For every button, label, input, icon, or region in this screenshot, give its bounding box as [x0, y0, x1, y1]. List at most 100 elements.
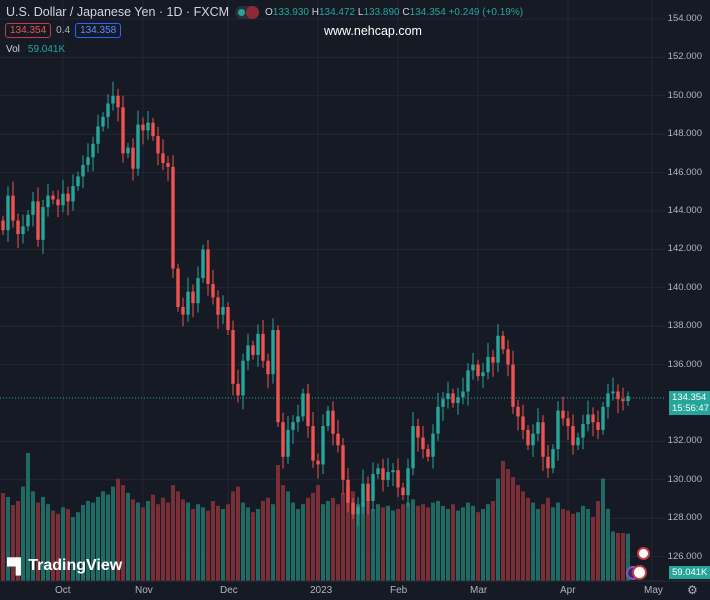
candle-body — [281, 422, 285, 457]
candle-body — [336, 433, 340, 446]
candle-body — [306, 393, 310, 427]
candle-body — [351, 502, 355, 515]
buy-button[interactable]: 134.358 — [75, 23, 122, 38]
volume-bar — [101, 491, 105, 581]
volume-bar — [366, 499, 370, 581]
volume-bar — [296, 509, 300, 581]
symbol-title[interactable]: U.S. Dollar / Japanese Yen · 1D · FXCM — [6, 5, 230, 19]
ohlc-values: O133.930 H134.472 L133.890 C134.354 +0.2… — [265, 6, 524, 18]
volume-bar — [221, 509, 225, 581]
candle-body — [181, 307, 185, 315]
volume-bar — [481, 509, 485, 581]
event-marker-icon[interactable] — [637, 547, 650, 560]
candle-body — [206, 249, 210, 284]
legend-toggle[interactable] — [235, 5, 260, 19]
volume-bar — [36, 502, 40, 581]
volume-bar — [311, 493, 315, 581]
volume-bar — [541, 504, 545, 581]
candle-body — [256, 333, 260, 355]
volume-bar — [571, 513, 575, 581]
candle-body — [581, 424, 585, 438]
settings-gear-icon[interactable]: ⚙ — [687, 583, 698, 597]
volume-bar — [406, 502, 410, 581]
sell-button[interactable]: 134.354 — [5, 23, 52, 38]
volume-bar — [136, 502, 140, 581]
price-tick-label: 136.000 — [667, 358, 702, 370]
volume-bar — [26, 453, 30, 581]
volume-bar — [496, 478, 500, 581]
candle-body — [361, 483, 365, 507]
candle-body — [411, 426, 415, 469]
candle-body — [461, 391, 465, 398]
candle-body — [131, 147, 135, 169]
volume-bar — [331, 497, 335, 581]
volume-bar — [161, 497, 165, 581]
candle-body — [66, 193, 70, 202]
volume-bar — [21, 486, 25, 581]
candle-body — [586, 414, 590, 425]
volume-bar — [31, 491, 35, 581]
candle-body — [516, 406, 520, 417]
candle-body — [76, 176, 80, 187]
candle-body — [441, 399, 445, 407]
volume-bar — [516, 485, 520, 581]
volume-bar — [356, 504, 360, 581]
volume-bar — [486, 504, 490, 581]
candles — [1, 81, 630, 527]
candle-body — [561, 410, 565, 419]
price-tick-label: 126.000 — [667, 550, 702, 562]
time-tick-label: Feb — [390, 585, 408, 596]
volume-bar — [551, 507, 555, 581]
volume-bar — [126, 493, 130, 581]
tradingview-logo[interactable]: ▀▌ TradingView — [7, 557, 123, 575]
volume-bar — [351, 491, 355, 581]
volume-bar — [561, 509, 565, 581]
volume-bar — [381, 507, 385, 581]
candle-body — [176, 268, 180, 307]
price-tick-label: 152.000 — [667, 51, 702, 63]
volume-bar — [476, 512, 480, 581]
candle-body — [156, 136, 160, 154]
volume-bar — [316, 485, 320, 581]
candle-body — [391, 470, 395, 473]
candle-body — [406, 468, 410, 496]
candle-body — [56, 199, 60, 206]
candle-body — [276, 330, 280, 423]
volume-bar — [306, 497, 310, 581]
candle-body — [231, 330, 235, 384]
candle-body — [511, 364, 515, 407]
volume-bar — [336, 504, 340, 581]
volume-bar — [1, 493, 5, 581]
volume-bar — [611, 531, 615, 581]
candle-body — [546, 456, 550, 469]
volume-bar — [241, 502, 245, 581]
candle-body — [321, 426, 325, 465]
candle-body — [36, 201, 40, 240]
candle-body — [491, 356, 495, 363]
volume-bar — [186, 502, 190, 581]
volume-bar — [386, 505, 390, 581]
volume-bar — [346, 486, 350, 581]
volume-bar — [181, 499, 185, 581]
volume-bar — [556, 502, 560, 581]
candle-body — [356, 506, 360, 515]
volume-bar — [466, 502, 470, 581]
volume-bar — [531, 502, 535, 581]
volume-bar — [286, 491, 290, 581]
volume-bar — [411, 499, 415, 581]
volume-bar — [41, 497, 45, 581]
candle-body — [621, 399, 625, 402]
candle-body — [201, 249, 205, 279]
candle-body — [241, 360, 245, 396]
candle-body — [286, 429, 290, 457]
volume-bar — [441, 505, 445, 581]
candle-body — [466, 370, 470, 392]
volume-bar — [261, 501, 265, 581]
us-flag-event-icon[interactable] — [632, 565, 647, 580]
volume-bar — [196, 504, 200, 581]
candle-body — [616, 391, 620, 400]
time-tick-label: 2023 — [310, 585, 333, 596]
candle-body — [316, 460, 320, 465]
